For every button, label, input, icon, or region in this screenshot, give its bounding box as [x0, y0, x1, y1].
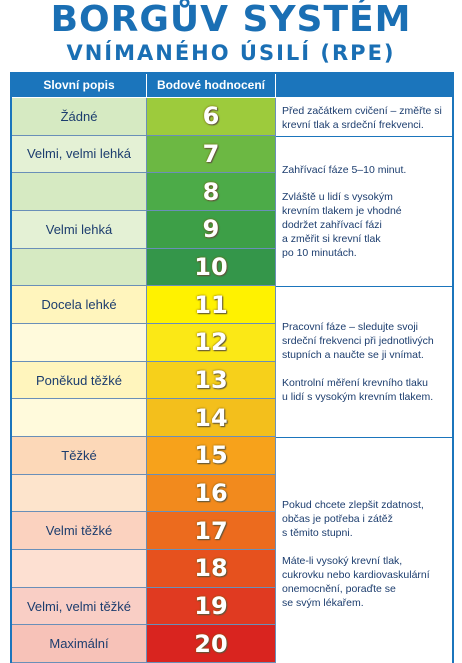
note-line: Kontrolní měření krevního tlaku: [282, 377, 428, 389]
note-line: se svým lékařem.: [282, 597, 364, 609]
note-separator: [276, 437, 454, 439]
note: Pokud chcete zlepšit zdatnost, občas je p…: [282, 498, 452, 610]
description-cell: Velmi těžké: [12, 512, 146, 551]
score-cell: 14: [146, 399, 276, 438]
column-header: Bodové hodnocení: [147, 73, 275, 97]
note-separator: [276, 286, 454, 288]
description-cell: Maximální: [12, 625, 146, 663]
note-line: Před začátkem cvičení – změřte si: [282, 105, 442, 117]
score-cell: 17: [146, 512, 276, 551]
note-line: krevním tlakem je vhodné: [282, 205, 402, 217]
description-cell: [12, 324, 146, 362]
description-cell: [12, 173, 146, 211]
note-paragraph: Zvláště u lidí s vysokým krevním tlakem j…: [282, 190, 452, 260]
note-line: dodržet zahřívací fázi: [282, 219, 382, 231]
note-line: po 10 minutách.: [282, 247, 357, 259]
score-cell: 18: [146, 550, 276, 588]
score-cell: 11: [146, 286, 276, 324]
note-line: cukrovku nebo kardiovaskulární: [282, 569, 430, 581]
score-cell: 19: [146, 587, 276, 626]
note-paragraph: Máte-li vysoký krevní tlak, cukrovku nebo…: [282, 554, 452, 610]
note-line: a změřit si krevní tlak: [282, 233, 381, 245]
description-cell: Velmi, velmi těžké: [12, 587, 146, 626]
note-line: občas je potřeba i zátěž: [282, 513, 393, 525]
description-cell: Žádné: [12, 98, 146, 136]
note-paragraph: Pracovní fáze – sledujte svoji srdeční fr…: [282, 320, 452, 362]
score-cell: 6: [146, 98, 276, 136]
description-cell: Docela lehké: [12, 286, 146, 324]
column-header: Slovní popis: [12, 73, 146, 97]
score-cell: 9: [146, 211, 276, 249]
score-cell: 8: [146, 173, 276, 211]
description-cell: [12, 550, 146, 588]
description-cell: Těžké: [12, 437, 146, 475]
description-cell: Velmi, velmi lehká: [12, 135, 146, 174]
note-paragraph: Kontrolní měření krevního tlaku u lidí s …: [282, 376, 452, 404]
description-cell: [12, 399, 146, 438]
score-cell: 13: [146, 361, 276, 400]
note-line: stupních a naučte se ji vnímat.: [282, 349, 424, 361]
score-cell: 10: [146, 248, 276, 287]
note-line: s těmito stupni.: [282, 527, 353, 539]
score-cell: 12: [146, 324, 276, 362]
score-cell: 15: [146, 437, 276, 475]
column-header-blank: [276, 73, 452, 97]
note-separator: [276, 135, 454, 137]
note-line: onemocnění, poraďte se: [282, 583, 396, 595]
note: Před začátkem cvičení – změřte si krevní …: [282, 104, 452, 132]
note-paragraph: Zahřívací fáze 5–10 minut.: [282, 163, 452, 177]
score-cell: 7: [146, 135, 276, 174]
note-line: krevní tlak a srdeční frekvenci.: [282, 119, 424, 131]
subtitle: VNÍMANÉHO ÚSILÍ (RPE): [66, 41, 396, 65]
note-line: Pracovní fáze – sledujte svoji: [282, 321, 418, 333]
note-line: u lidí s vysokým krevním tlakem.: [282, 391, 434, 403]
note-line: Máte-li vysoký krevní tlak,: [282, 555, 403, 567]
note-paragraph: Pokud chcete zlepšit zdatnost, občas je p…: [282, 498, 452, 540]
score-cell: 20: [146, 625, 276, 663]
note-line: Zvláště u lidí s vysokým: [282, 191, 393, 203]
description-cell: [12, 248, 146, 287]
description-cell: [12, 474, 146, 513]
note-line: Pokud chcete zlepšit zdatnost,: [282, 499, 424, 511]
description-cell: Poněkud těžké: [12, 361, 146, 400]
title: BORGŮV SYSTÉM: [50, 0, 412, 40]
description-cell: Velmi lehká: [12, 211, 146, 249]
note-paragraph: Před začátkem cvičení – změřte si krevní …: [282, 104, 452, 132]
note: Zahřívací fáze 5–10 minut. Zvláště u lidí…: [282, 163, 452, 260]
note-line: srdeční frekvenci při jednotlivých: [282, 335, 434, 347]
score-cell: 16: [146, 474, 276, 513]
note: Pracovní fáze – sledujte svoji srdeční fr…: [282, 320, 452, 404]
note-line: Zahřívací fáze 5–10 minut.: [282, 164, 407, 176]
